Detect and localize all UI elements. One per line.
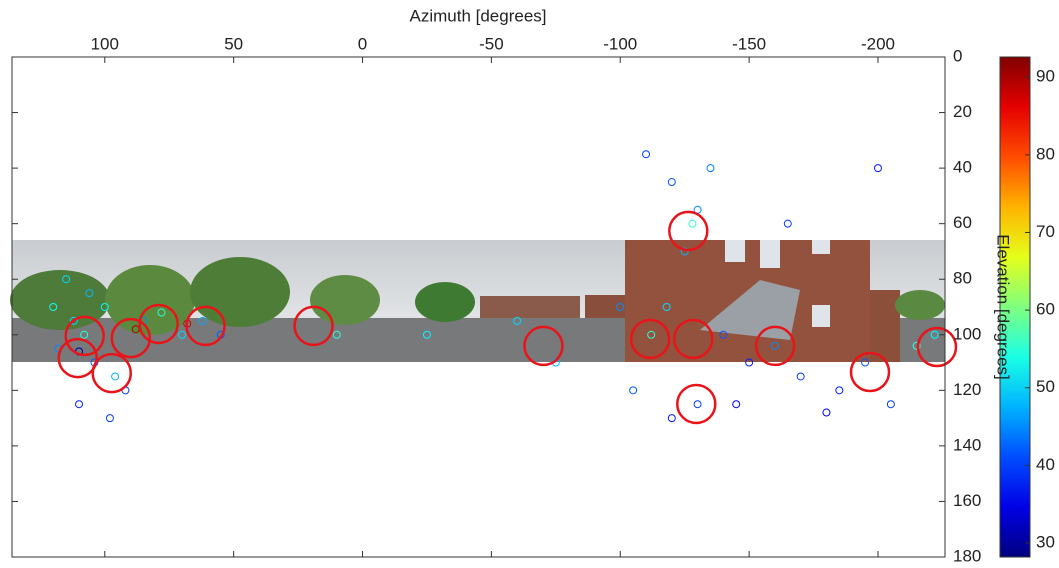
scatter-point xyxy=(662,303,671,311)
scatter-point xyxy=(783,219,792,228)
scatter-point xyxy=(822,408,831,417)
x-tick-label: 50 xyxy=(224,34,243,53)
scatter-point xyxy=(719,330,728,339)
scatter-point xyxy=(861,358,870,367)
y-tick-label: 40 xyxy=(953,158,972,177)
peak-circle xyxy=(138,303,179,345)
scatter-point xyxy=(332,330,341,339)
scatter-point xyxy=(49,303,58,311)
peak-circle xyxy=(754,325,796,367)
scatter-point xyxy=(770,341,779,350)
peak-circle xyxy=(916,326,958,368)
scatter-point xyxy=(693,400,702,409)
scatter-point xyxy=(667,178,676,186)
scatter-point xyxy=(178,330,187,339)
x-axis-title: Azimuth [degrees] xyxy=(409,6,546,25)
peak-circle xyxy=(629,318,671,360)
x-tick-label: -50 xyxy=(479,34,504,53)
y-tick-label: 0 xyxy=(953,46,962,65)
y-tick-label: 180 xyxy=(953,546,981,565)
scatter-point xyxy=(667,414,676,423)
y-tick-label: 140 xyxy=(953,435,981,454)
peak-circle xyxy=(185,305,226,347)
scatter-point xyxy=(930,330,939,339)
peak-circle xyxy=(523,325,564,367)
scatter-point xyxy=(745,358,754,367)
peak-circle xyxy=(110,317,152,359)
y-tick-label: 20 xyxy=(953,102,972,121)
scatter-point xyxy=(198,316,207,325)
scatter-point xyxy=(85,289,94,298)
scatter-point xyxy=(732,400,741,409)
colorbar-tick-label: 40 xyxy=(1036,455,1055,474)
peak-circle xyxy=(64,315,105,357)
scatter-point xyxy=(69,316,78,325)
scatter-point xyxy=(796,372,805,381)
scatter-point xyxy=(642,150,651,159)
y-tick-label: 100 xyxy=(953,324,981,343)
scatter-point xyxy=(80,330,89,339)
colorbar-tick-label: 70 xyxy=(1036,222,1055,241)
peak-circle xyxy=(293,305,334,347)
scatter-point xyxy=(835,386,844,395)
scatter-point xyxy=(62,275,71,284)
colorbar-title: Elevation [degrees] xyxy=(994,234,1013,380)
x-tick-label: -150 xyxy=(732,34,766,53)
x-tick-label: -100 xyxy=(603,34,637,53)
colorbar-tick-label: 50 xyxy=(1036,377,1055,396)
y-tick-label: 80 xyxy=(953,269,972,288)
scatter-point xyxy=(688,219,697,228)
scatter-point xyxy=(513,316,522,325)
peak-markers xyxy=(57,210,958,425)
scatter-point xyxy=(680,247,689,256)
colorbar xyxy=(999,56,1031,558)
peak-circle xyxy=(91,352,132,394)
peak-circle xyxy=(676,383,717,425)
scatter-point xyxy=(105,414,114,423)
scatter-point xyxy=(647,330,656,339)
scatter-point xyxy=(111,372,120,381)
scatter-point xyxy=(75,400,84,409)
colorbar-tick-label: 60 xyxy=(1036,300,1055,319)
colorbar-tick-label: 30 xyxy=(1036,533,1055,552)
scatter-point xyxy=(706,164,715,173)
y-tick-label: 120 xyxy=(953,380,981,399)
peak-circle xyxy=(57,337,98,379)
peak-circle xyxy=(672,318,714,360)
scatter-points xyxy=(49,150,939,423)
y-tick-label: 60 xyxy=(953,213,972,232)
plot-frame xyxy=(11,56,946,558)
scatter-point xyxy=(629,386,638,395)
scatter-point xyxy=(886,400,895,409)
x-tick-label: -200 xyxy=(861,34,895,53)
colorbar-tick-label: 90 xyxy=(1036,67,1055,86)
scatter-point xyxy=(912,341,921,350)
scatter-point xyxy=(616,303,625,311)
colorbar-tick-label: 80 xyxy=(1036,144,1055,163)
scatter-point xyxy=(100,303,109,311)
scatter-point xyxy=(422,330,431,339)
y-tick-label: 160 xyxy=(953,491,981,510)
scatter-point xyxy=(157,308,166,317)
x-tick-label: 100 xyxy=(91,34,119,53)
x-tick-label: 0 xyxy=(358,34,367,53)
scatter-point xyxy=(873,164,882,173)
peak-circle xyxy=(668,210,709,252)
peak-circle xyxy=(849,351,891,393)
